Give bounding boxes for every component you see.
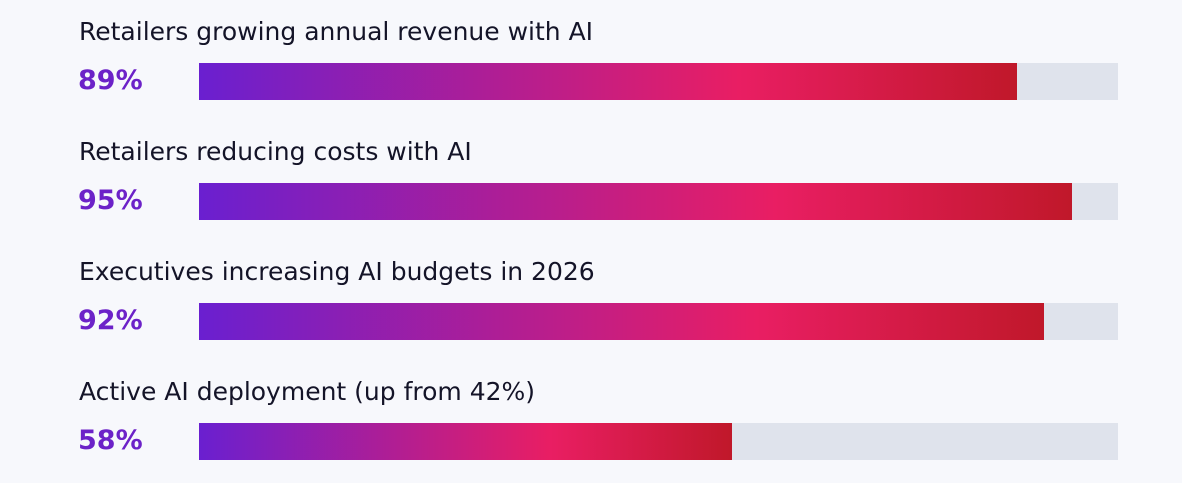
bar: [199, 303, 1044, 340]
value-label: 92%: [78, 305, 143, 336]
value-label: 89%: [78, 65, 143, 96]
category-label: Executives increasing AI budgets in 2026: [79, 257, 595, 286]
value-label: 95%: [78, 185, 143, 216]
bar: [199, 183, 1072, 220]
bar-track: [199, 183, 1118, 220]
bar-track: [199, 303, 1118, 340]
bar-row: Retailers reducing costs with AI 95%: [0, 123, 1182, 243]
bar: [199, 423, 732, 460]
value-label: 58%: [78, 425, 143, 456]
bar-row: Retailers growing annual revenue with AI…: [0, 3, 1182, 123]
bar: [199, 63, 1017, 100]
bar-track: [199, 423, 1118, 460]
bar-row: Active AI deployment (up from 42%) 58%: [0, 363, 1182, 483]
category-label: Active AI deployment (up from 42%): [79, 377, 536, 406]
bar-row: Executives increasing AI budgets in 2026…: [0, 243, 1182, 363]
category-label: Retailers reducing costs with AI: [79, 137, 472, 166]
category-label: Retailers growing annual revenue with AI: [79, 17, 594, 46]
bar-track: [199, 63, 1118, 100]
